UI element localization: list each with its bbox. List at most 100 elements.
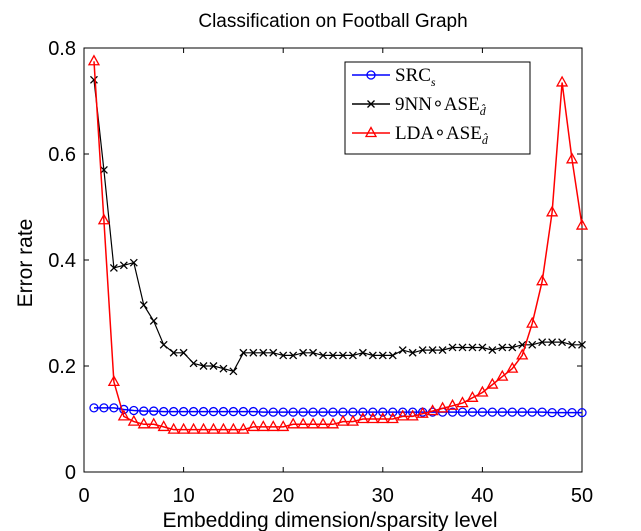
- data-point: [168, 406, 179, 417]
- data-point: [228, 406, 239, 417]
- data-point: [396, 409, 409, 421]
- data-point: [97, 213, 111, 225]
- data-point: [319, 351, 327, 360]
- data-point: [137, 417, 150, 429]
- data-point: [378, 407, 388, 417]
- x-axis: 0 10 20 30 40 50: [78, 48, 593, 507]
- data-point: [408, 348, 417, 357]
- data-point: [457, 407, 468, 417]
- data-point: [278, 407, 288, 417]
- data-point: [516, 348, 529, 360]
- data-point: [329, 351, 337, 360]
- data-point: [508, 343, 517, 352]
- data-point: [89, 403, 99, 413]
- data-point: [578, 340, 586, 349]
- data-point: [546, 205, 559, 217]
- data-point: [238, 406, 249, 417]
- data-point: [496, 369, 509, 381]
- data-point: [426, 404, 439, 416]
- series-1: [89, 403, 587, 418]
- data-point: [219, 364, 228, 373]
- data-point: [99, 403, 109, 413]
- series-line: [93, 61, 583, 431]
- data-point: [346, 414, 360, 426]
- data-point: [358, 348, 367, 357]
- data-point: [448, 343, 457, 352]
- data-point: [306, 417, 320, 429]
- data-point: [127, 414, 140, 426]
- data-point: [368, 351, 377, 360]
- x-tick-label: 30: [372, 485, 394, 507]
- data-point: [577, 407, 587, 418]
- data-point: [398, 346, 407, 355]
- data-point: [328, 407, 338, 417]
- data-point: [277, 420, 290, 432]
- data-point: [90, 75, 98, 84]
- series-3: [87, 54, 589, 434]
- data-point: [107, 375, 120, 387]
- data-point: [187, 422, 200, 434]
- data-point: [208, 406, 219, 417]
- data-point: [446, 398, 459, 410]
- data-point: [308, 407, 318, 417]
- x-axis-label: Embedding dimension/sparsity level: [162, 509, 497, 531]
- data-point: [298, 407, 308, 417]
- data-point: [149, 406, 159, 416]
- data-point: [159, 340, 168, 349]
- data-point: [318, 407, 328, 417]
- data-point: [527, 407, 537, 417]
- data-point: [348, 351, 357, 360]
- data-point: [498, 343, 507, 352]
- data-point: [557, 407, 567, 418]
- data-point: [119, 404, 129, 415]
- data-point: [366, 70, 376, 80]
- data-point: [537, 407, 547, 417]
- data-point: [197, 422, 210, 434]
- data-point: [565, 152, 579, 164]
- data-point: [177, 422, 190, 434]
- x-tick-label: 20: [272, 485, 294, 507]
- data-point: [517, 407, 527, 417]
- y-tick-label: 0.4: [48, 250, 76, 272]
- data-point: [568, 340, 576, 349]
- data-point: [326, 417, 340, 429]
- data-point: [198, 406, 209, 417]
- data-point: [309, 348, 318, 357]
- data-point: [507, 407, 517, 417]
- data-point: [149, 316, 158, 325]
- data-point: [87, 54, 101, 66]
- data-point: [119, 261, 128, 270]
- data-point: [248, 406, 258, 417]
- data-point: [376, 412, 389, 424]
- data-point: [447, 407, 458, 417]
- data-point: [575, 218, 589, 230]
- data-point: [169, 348, 178, 357]
- data-point: [157, 420, 170, 432]
- data-point: [356, 412, 369, 424]
- data-point: [378, 351, 387, 360]
- data-point: [555, 75, 569, 87]
- data-point: [109, 403, 119, 413]
- data-point: [268, 407, 278, 417]
- data-point: [297, 417, 310, 429]
- data-point: [478, 343, 487, 352]
- data-point: [139, 406, 149, 416]
- data-point: [259, 348, 268, 357]
- series-line: [94, 407, 582, 414]
- data-point: [567, 407, 577, 418]
- x-tick-label: 50: [571, 485, 593, 507]
- legend-label: 9NN∘ASEd̂: [395, 94, 487, 118]
- data-point: [316, 417, 330, 429]
- data-point: [188, 406, 199, 417]
- data-point: [506, 361, 519, 373]
- y-tick-label: 0: [65, 462, 76, 484]
- data-point: [467, 407, 478, 417]
- data-point: [239, 348, 248, 357]
- data-point: [289, 351, 298, 360]
- x-tick-label: 40: [471, 485, 493, 507]
- data-point: [229, 367, 238, 376]
- data-point: [109, 263, 118, 272]
- data-point: [267, 420, 280, 432]
- data-point: [538, 338, 547, 347]
- data-point: [367, 100, 375, 108]
